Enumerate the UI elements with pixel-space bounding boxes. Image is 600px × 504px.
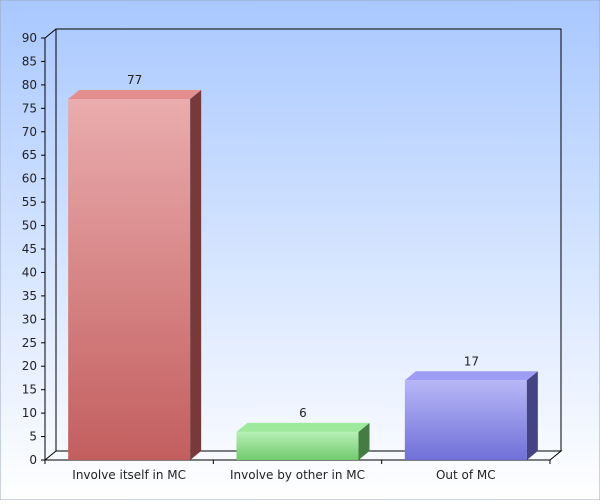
y-axis: 0 5 10 15 20 25 30 35 40 45 50 55 60 65 70 75 80 85 90 bbox=[22, 31, 551, 467]
x-category-label: Out of MC bbox=[436, 468, 496, 482]
y-tick-label: 5 bbox=[29, 430, 37, 444]
y-tick-label: 90 bbox=[22, 31, 37, 45]
y-tick-label: 80 bbox=[22, 78, 37, 92]
y-tick-label: 25 bbox=[22, 336, 37, 350]
bar-data-label: 17 bbox=[464, 354, 479, 368]
bar-data-label: 6 bbox=[299, 406, 307, 420]
bar-side bbox=[190, 89, 202, 460]
x-category-label: Involve itself in MC bbox=[72, 468, 186, 482]
y-tick-label: 70 bbox=[22, 125, 37, 139]
y-tick-label: 50 bbox=[22, 219, 37, 233]
bar-1: 77 bbox=[68, 73, 202, 460]
bar-data-label: 77 bbox=[127, 73, 142, 87]
y-tick-label: 20 bbox=[22, 359, 37, 373]
x-axis-labels: Involve itself in MC Involve by other in … bbox=[72, 468, 495, 482]
bar-front bbox=[68, 98, 191, 460]
y-tick-label: 15 bbox=[22, 383, 37, 397]
bar-top bbox=[404, 371, 538, 381]
y-tick-label: 40 bbox=[22, 265, 37, 279]
bar-side bbox=[358, 422, 370, 460]
bar-3: 17 bbox=[404, 354, 538, 460]
bar-2: 6 bbox=[236, 406, 370, 460]
plot-edge bbox=[44, 28, 57, 39]
y-tick-label: 60 bbox=[22, 172, 37, 186]
bar-side bbox=[526, 371, 538, 460]
y-tick-label: 55 bbox=[22, 195, 37, 209]
bar-top bbox=[68, 89, 202, 99]
bar-front bbox=[404, 380, 527, 460]
y-tick-label: 10 bbox=[22, 406, 37, 420]
bars: 77 6 17 bbox=[68, 73, 538, 460]
x-category-label: Involve by other in MC bbox=[230, 468, 365, 482]
y-tick-label: 0 bbox=[29, 453, 37, 467]
y-tick-label: 45 bbox=[22, 242, 37, 256]
y-tick-label: 85 bbox=[22, 54, 37, 68]
y-tick-label: 35 bbox=[22, 289, 37, 303]
bar-top bbox=[236, 422, 370, 432]
y-tick-label: 30 bbox=[22, 312, 37, 326]
y-tick-label: 75 bbox=[22, 101, 37, 115]
y-tick-label: 65 bbox=[22, 148, 37, 162]
bar-front bbox=[236, 431, 359, 460]
